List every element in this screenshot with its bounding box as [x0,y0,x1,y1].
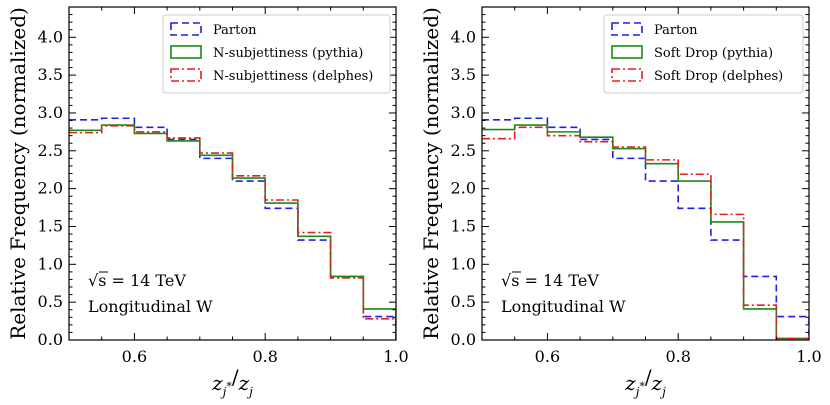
y-tick-label: 3.5 [451,65,476,84]
legend-swatch-2 [611,45,643,59]
x-tick-label: 1.0 [796,347,821,366]
y-tick-label: 0.0 [38,330,63,349]
y-tick-label: 0.0 [451,330,476,349]
y-tick-label: 0.5 [38,292,63,311]
y-tick-label: 2.0 [38,179,63,198]
annotation-1: √s = 14 TeV [501,271,599,290]
y-tick-label: 0.5 [451,292,476,311]
series-line-1 [482,117,809,340]
x-axis-title: zj*/zj [624,365,666,399]
legend-label-2: Soft Drop (pythia) [654,46,773,61]
series-line-3 [69,125,396,340]
legend-swatch-3 [170,68,202,82]
y-axis-title: Relative Frequency (normalized) [419,7,443,340]
y-tick-label: 4.0 [451,27,476,46]
legend-label-3: Soft Drop (delphes) [654,69,783,84]
x-tick-label: 0.8 [665,347,690,366]
y-tick-label: 4.0 [38,27,63,46]
y-tick-label: 3.0 [38,103,63,122]
legend: Parton Soft Drop (pythia) Soft Drop (delph… [603,14,804,94]
legend-swatch-3 [611,68,643,82]
legend: Parton N-subjettiness (pythia) N-subjettin… [162,14,391,94]
x-tick-label: 0.6 [122,347,147,366]
panel-2: 0.0 0.5 1.0 1.5 2.0 2.5 3.0 3.5 4.0 0.6 0.8 1.0 zj*/… [419,6,822,399]
series-line-2 [69,124,396,340]
y-tick-label: 1.5 [451,216,476,235]
x-tick-label: 0.6 [535,347,560,366]
annotation-2: Longitudinal W [501,297,626,316]
legend-label-3: N-subjettiness (delphes) [213,69,373,84]
y-tick-label: 2.5 [38,141,63,160]
y-tick-label: 2.0 [451,179,476,198]
annotation-2: Longitudinal W [88,297,213,316]
legend-swatch-1 [170,22,202,36]
x-tick-label: 1.0 [383,347,408,366]
y-tick-label: 2.5 [451,141,476,160]
y-tick-label: 1.0 [38,254,63,273]
legend-label-1: Parton [654,23,698,38]
legend-box [162,14,391,94]
y-tick-label: 3.5 [38,65,63,84]
annotation-1: √s = 14 TeV [88,271,186,290]
y-axis-title: Relative Frequency (normalized) [6,7,30,340]
y-tick-label: 3.0 [451,103,476,122]
x-tick-label: 0.8 [252,347,277,366]
legend-label-1: Parton [213,23,257,38]
y-tick-label: 1.5 [38,216,63,235]
panel-1: 0.0 0.5 1.0 1.5 2.0 2.5 3.0 3.5 4.0 0.6 0.8 1.0 zj*/… [6,6,409,399]
y-tick-label: 1.0 [451,254,476,273]
legend-swatch-2 [170,45,202,59]
x-axis-title: zj*/zj [211,365,253,399]
legend-swatch-1 [611,22,643,36]
legend-box [603,14,804,94]
legend-label-2: N-subjettiness (pythia) [213,46,363,61]
